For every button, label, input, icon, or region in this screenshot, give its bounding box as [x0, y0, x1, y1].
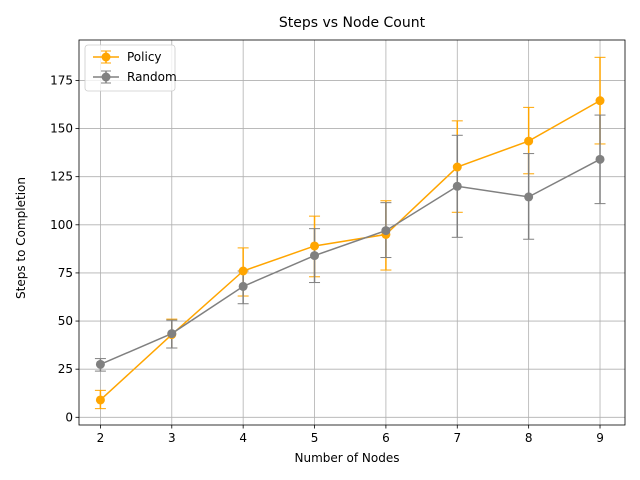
- policy-series-line: [99, 99, 601, 401]
- plot-frame: [78, 39, 626, 426]
- x-tick-label: 6: [382, 431, 390, 445]
- x-tick-label: 3: [168, 431, 176, 445]
- policy-legend-marker: [101, 52, 111, 62]
- random-legend-label: Random: [127, 70, 177, 84]
- policy-point: [95, 395, 105, 405]
- random-point: [595, 154, 605, 164]
- policy-point: [310, 241, 320, 251]
- x-axis-label: Number of Nodes: [295, 451, 400, 465]
- y-tick-label: 175: [50, 73, 73, 87]
- y-tick-label: 150: [50, 122, 73, 136]
- y-tick-label: 100: [50, 218, 73, 232]
- policy-point: [452, 162, 462, 172]
- y-tick-label: 75: [58, 266, 73, 280]
- data-points: [95, 96, 605, 405]
- x-tick-label: 2: [97, 431, 105, 445]
- random-point: [167, 329, 177, 339]
- random-point: [238, 281, 248, 291]
- random-point: [452, 181, 462, 191]
- x-ticks: 2 3 4 5 6 7 8 9: [97, 425, 604, 445]
- random-point: [381, 226, 391, 236]
- policy-point: [238, 266, 248, 276]
- y-axis-label: Steps to Completion: [14, 177, 28, 299]
- x-tick-label: 9: [596, 431, 604, 445]
- random-point: [310, 251, 320, 261]
- y-tick-label: 25: [58, 362, 73, 376]
- policy-point: [595, 96, 605, 106]
- random-legend-marker: [101, 72, 111, 82]
- y-tick-label: 50: [58, 314, 73, 328]
- y-tick-label: 0: [65, 410, 73, 424]
- random-point: [95, 359, 105, 369]
- series-lines: [99, 99, 601, 401]
- random-series-line: [100, 158, 601, 366]
- y-ticks: 0 25 50 75 100 125 150 175: [50, 73, 79, 424]
- y-tick-label: 125: [50, 170, 73, 184]
- grid: [79, 40, 625, 425]
- chart-title: Steps vs Node Count: [279, 15, 426, 31]
- x-tick-label: 4: [239, 431, 247, 445]
- x-tick-label: 7: [453, 431, 461, 445]
- policy-point: [524, 136, 534, 146]
- random-point: [524, 192, 534, 202]
- x-tick-label: 8: [525, 431, 533, 445]
- policy-legend-label: Policy: [127, 50, 162, 64]
- x-tick-label: 5: [311, 431, 319, 445]
- legend: Policy Random: [84, 44, 177, 92]
